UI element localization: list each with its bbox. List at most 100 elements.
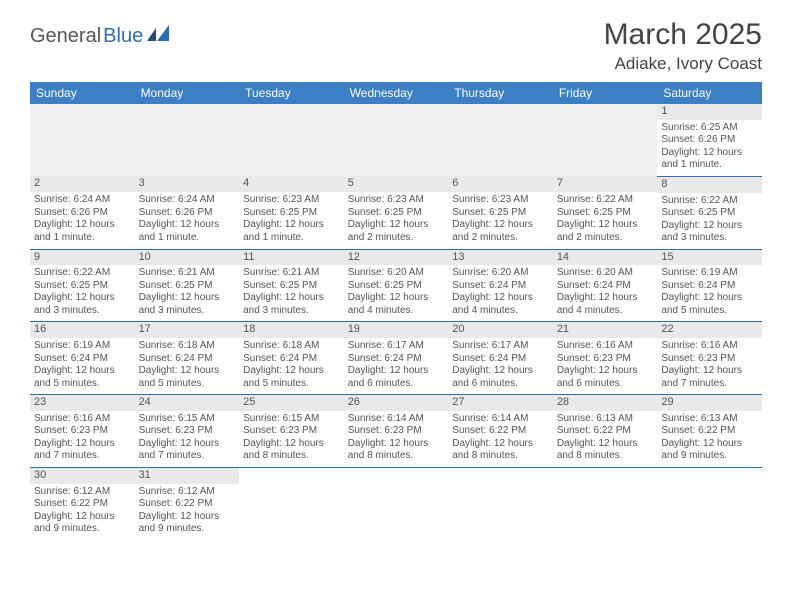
sunset-text: Sunset: 6:25 PM bbox=[348, 280, 445, 293]
calendar-cell: 3Sunrise: 6:24 AMSunset: 6:26 PMDaylight… bbox=[135, 176, 240, 249]
calendar-cell: 13Sunrise: 6:20 AMSunset: 6:24 PMDayligh… bbox=[448, 249, 553, 322]
sunset-text: Sunset: 6:22 PM bbox=[661, 425, 758, 438]
daylight-text: Daylight: 12 hours bbox=[139, 438, 236, 451]
calendar-cell: 9Sunrise: 6:22 AMSunset: 6:25 PMDaylight… bbox=[30, 249, 135, 322]
daylight-text: Daylight: 12 hours bbox=[661, 292, 758, 305]
daylight-text: and 7 minutes. bbox=[661, 378, 758, 391]
calendar-cell: 14Sunrise: 6:20 AMSunset: 6:24 PMDayligh… bbox=[553, 249, 658, 322]
day-number: 22 bbox=[657, 322, 762, 338]
sunrise-text: Sunrise: 6:22 AM bbox=[557, 194, 654, 207]
col-wednesday: Wednesday bbox=[344, 82, 449, 104]
col-tuesday: Tuesday bbox=[239, 82, 344, 104]
sunrise-text: Sunrise: 6:25 AM bbox=[661, 122, 758, 135]
sunset-text: Sunset: 6:24 PM bbox=[243, 353, 340, 366]
daylight-text: and 1 minute. bbox=[243, 232, 340, 245]
daylight-text: Daylight: 12 hours bbox=[452, 438, 549, 451]
col-thursday: Thursday bbox=[448, 82, 553, 104]
sunrise-text: Sunrise: 6:14 AM bbox=[348, 413, 445, 426]
daylight-text: and 7 minutes. bbox=[139, 450, 236, 463]
calendar-cell: 15Sunrise: 6:19 AMSunset: 6:24 PMDayligh… bbox=[657, 249, 762, 322]
calendar-cell bbox=[239, 104, 344, 176]
sunrise-text: Sunrise: 6:19 AM bbox=[34, 340, 131, 353]
daylight-text: and 9 minutes. bbox=[34, 523, 131, 536]
sunrise-text: Sunrise: 6:24 AM bbox=[139, 194, 236, 207]
day-number: 10 bbox=[135, 250, 240, 266]
sunrise-text: Sunrise: 6:14 AM bbox=[452, 413, 549, 426]
daylight-text: Daylight: 12 hours bbox=[557, 438, 654, 451]
calendar-cell bbox=[239, 467, 344, 539]
sunrise-text: Sunrise: 6:24 AM bbox=[34, 194, 131, 207]
daylight-text: Daylight: 12 hours bbox=[557, 292, 654, 305]
calendar-cell: 20Sunrise: 6:17 AMSunset: 6:24 PMDayligh… bbox=[448, 322, 553, 395]
daylight-text: Daylight: 12 hours bbox=[34, 292, 131, 305]
sunrise-text: Sunrise: 6:23 AM bbox=[348, 194, 445, 207]
calendar-row: 23Sunrise: 6:16 AMSunset: 6:23 PMDayligh… bbox=[30, 395, 762, 468]
calendar-cell: 29Sunrise: 6:13 AMSunset: 6:22 PMDayligh… bbox=[657, 395, 762, 468]
daylight-text: Daylight: 12 hours bbox=[34, 365, 131, 378]
sunset-text: Sunset: 6:25 PM bbox=[34, 280, 131, 293]
calendar-cell: 25Sunrise: 6:15 AMSunset: 6:23 PMDayligh… bbox=[239, 395, 344, 468]
calendar-row: 9Sunrise: 6:22 AMSunset: 6:25 PMDaylight… bbox=[30, 249, 762, 322]
daylight-text: and 6 minutes. bbox=[348, 378, 445, 391]
daylight-text: Daylight: 12 hours bbox=[139, 365, 236, 378]
sunset-text: Sunset: 6:25 PM bbox=[243, 280, 340, 293]
daylight-text: and 1 minute. bbox=[34, 232, 131, 245]
calendar-cell: 6Sunrise: 6:23 AMSunset: 6:25 PMDaylight… bbox=[448, 176, 553, 249]
sunrise-text: Sunrise: 6:13 AM bbox=[661, 413, 758, 426]
calendar-row: 16Sunrise: 6:19 AMSunset: 6:24 PMDayligh… bbox=[30, 322, 762, 395]
day-number: 20 bbox=[448, 322, 553, 338]
col-sunday: Sunday bbox=[30, 82, 135, 104]
day-number: 23 bbox=[30, 395, 135, 411]
sunset-text: Sunset: 6:22 PM bbox=[34, 498, 131, 511]
sunrise-text: Sunrise: 6:18 AM bbox=[139, 340, 236, 353]
day-number: 14 bbox=[553, 250, 658, 266]
sunrise-text: Sunrise: 6:20 AM bbox=[348, 267, 445, 280]
calendar-cell bbox=[448, 467, 553, 539]
calendar-cell: 23Sunrise: 6:16 AMSunset: 6:23 PMDayligh… bbox=[30, 395, 135, 468]
daylight-text: and 8 minutes. bbox=[452, 450, 549, 463]
sunset-text: Sunset: 6:23 PM bbox=[139, 425, 236, 438]
daylight-text: Daylight: 12 hours bbox=[243, 219, 340, 232]
daylight-text: and 5 minutes. bbox=[34, 378, 131, 391]
daylight-text: and 9 minutes. bbox=[661, 450, 758, 463]
sunrise-text: Sunrise: 6:23 AM bbox=[243, 194, 340, 207]
day-number: 1 bbox=[657, 104, 762, 120]
day-number: 18 bbox=[239, 322, 344, 338]
sunset-text: Sunset: 6:22 PM bbox=[452, 425, 549, 438]
day-number: 9 bbox=[30, 250, 135, 266]
daylight-text: and 4 minutes. bbox=[452, 305, 549, 318]
calendar-cell: 21Sunrise: 6:16 AMSunset: 6:23 PMDayligh… bbox=[553, 322, 658, 395]
sunset-text: Sunset: 6:24 PM bbox=[452, 353, 549, 366]
calendar-cell: 2Sunrise: 6:24 AMSunset: 6:26 PMDaylight… bbox=[30, 176, 135, 249]
daylight-text: and 3 minutes. bbox=[243, 305, 340, 318]
sunrise-text: Sunrise: 6:18 AM bbox=[243, 340, 340, 353]
day-number: 25 bbox=[239, 395, 344, 411]
day-number: 30 bbox=[30, 468, 135, 484]
calendar-cell bbox=[344, 467, 449, 539]
calendar-cell bbox=[657, 467, 762, 539]
sunset-text: Sunset: 6:24 PM bbox=[557, 280, 654, 293]
sunset-text: Sunset: 6:25 PM bbox=[452, 207, 549, 220]
day-number: 28 bbox=[553, 395, 658, 411]
sunrise-text: Sunrise: 6:17 AM bbox=[348, 340, 445, 353]
sunset-text: Sunset: 6:25 PM bbox=[661, 207, 758, 220]
calendar-table: Sunday Monday Tuesday Wednesday Thursday… bbox=[30, 82, 762, 540]
sunset-text: Sunset: 6:24 PM bbox=[452, 280, 549, 293]
daylight-text: and 5 minutes. bbox=[243, 378, 340, 391]
month-title: March 2025 bbox=[604, 18, 762, 52]
day-number: 27 bbox=[448, 395, 553, 411]
sunrise-text: Sunrise: 6:17 AM bbox=[452, 340, 549, 353]
day-number: 2 bbox=[30, 176, 135, 192]
calendar-cell: 11Sunrise: 6:21 AMSunset: 6:25 PMDayligh… bbox=[239, 249, 344, 322]
sunrise-text: Sunrise: 6:15 AM bbox=[139, 413, 236, 426]
day-number: 13 bbox=[448, 250, 553, 266]
sunset-text: Sunset: 6:22 PM bbox=[557, 425, 654, 438]
day-number: 7 bbox=[553, 176, 658, 192]
daylight-text: Daylight: 12 hours bbox=[348, 219, 445, 232]
daylight-text: Daylight: 12 hours bbox=[139, 292, 236, 305]
daylight-text: and 4 minutes. bbox=[557, 305, 654, 318]
calendar-cell: 8Sunrise: 6:22 AMSunset: 6:25 PMDaylight… bbox=[657, 176, 762, 249]
col-monday: Monday bbox=[135, 82, 240, 104]
sunset-text: Sunset: 6:23 PM bbox=[348, 425, 445, 438]
sunset-text: Sunset: 6:24 PM bbox=[139, 353, 236, 366]
